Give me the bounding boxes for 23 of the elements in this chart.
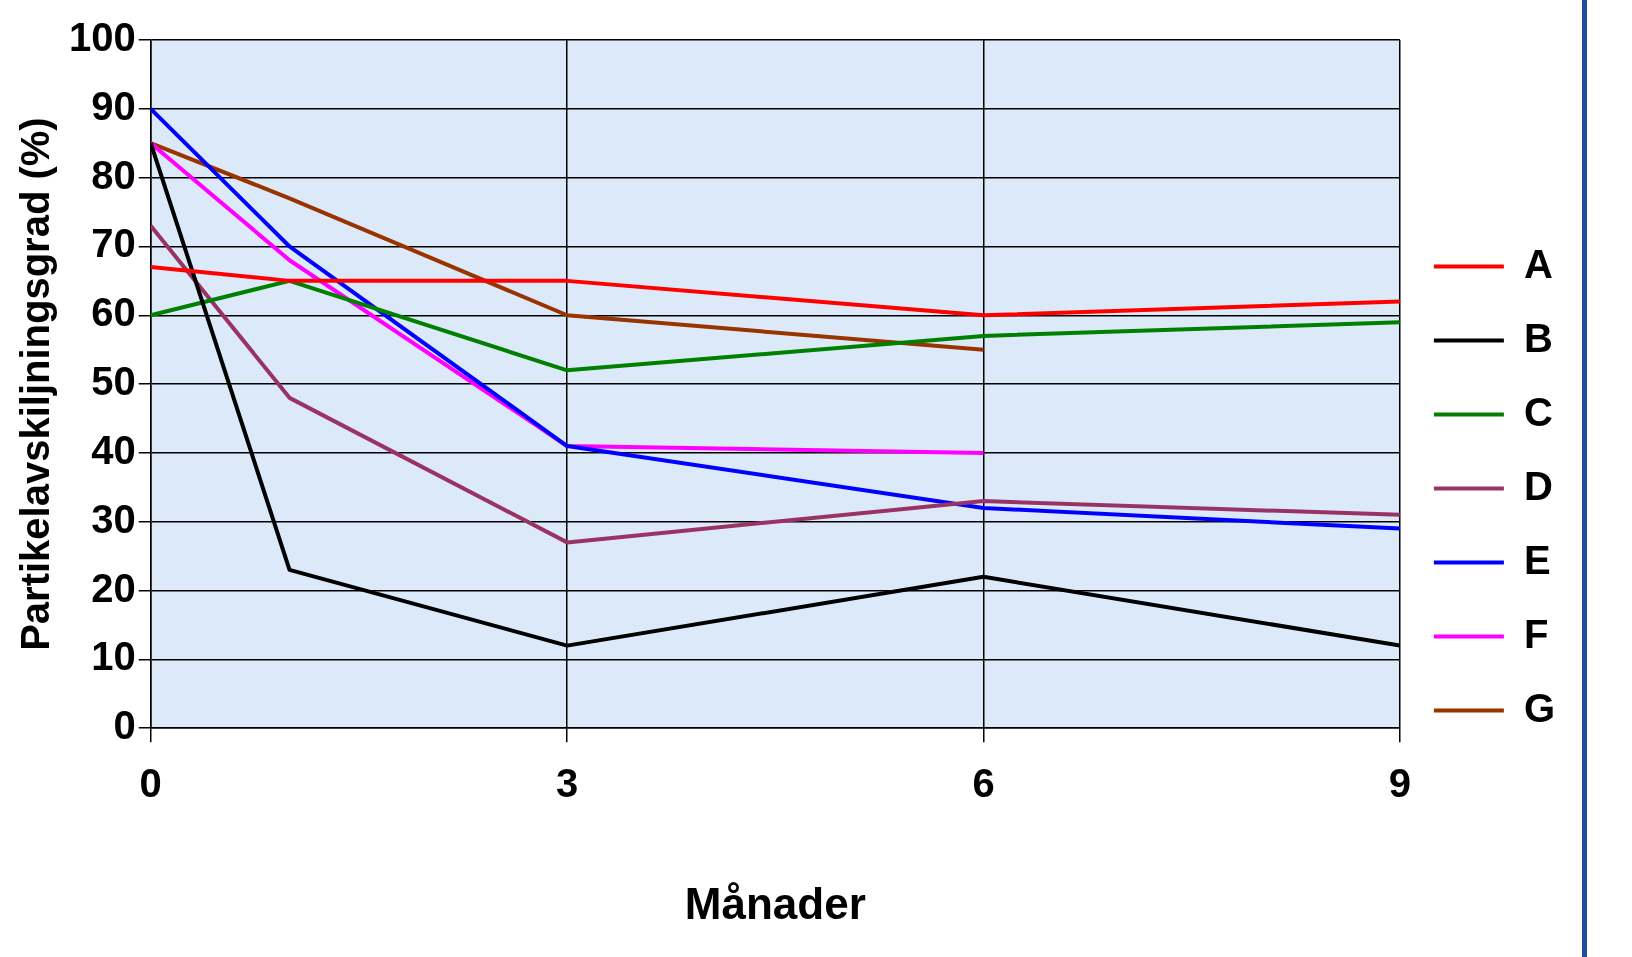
legend-label: B [1523, 315, 1553, 360]
legend-label: F [1523, 611, 1549, 656]
legend-label: A [1523, 241, 1553, 286]
y-tick-label: 20 [91, 565, 136, 610]
y-axis-title: Partikelavskiljningsgrad (%) [13, 117, 58, 651]
x-tick-label: 9 [1388, 761, 1412, 806]
y-tick-label: 60 [91, 290, 136, 335]
x-axis-title: Månader [684, 878, 866, 928]
y-tick-label: 90 [91, 83, 136, 128]
y-tick-label: 50 [91, 359, 136, 404]
y-tick-label: 100 [68, 15, 136, 60]
y-tick-label: 40 [91, 427, 136, 472]
y-tick-label: 30 [91, 496, 136, 541]
x-tick-label: 3 [556, 761, 579, 806]
x-tick-label: 6 [972, 761, 995, 806]
legend-label: G [1523, 685, 1556, 730]
legend-label: D [1523, 463, 1553, 508]
legend-label: C [1523, 389, 1553, 434]
y-tick-label: 70 [91, 221, 136, 266]
y-tick-label: 10 [91, 634, 136, 679]
y-tick-label: 0 [113, 703, 136, 748]
y-tick-label: 80 [91, 152, 136, 197]
legend-label: E [1523, 537, 1551, 582]
